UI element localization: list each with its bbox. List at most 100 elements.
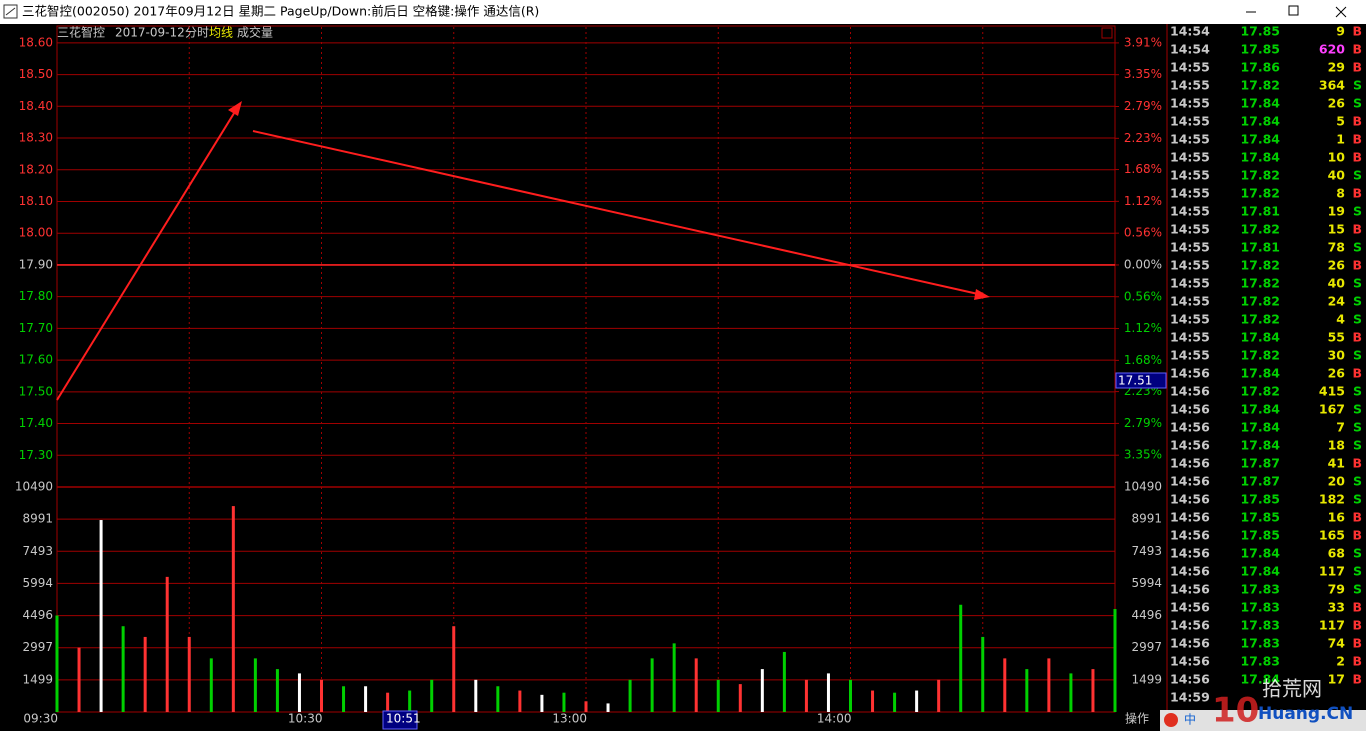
trade-price: 17.85 bbox=[1240, 42, 1280, 57]
y-tick-label: 18.10 bbox=[19, 194, 53, 208]
trade-price: 17.83 bbox=[1240, 618, 1280, 633]
trade-side: B bbox=[1352, 654, 1362, 669]
trade-volume: 30 bbox=[1328, 348, 1346, 363]
volume-bar bbox=[562, 692, 566, 712]
volume-bar bbox=[871, 690, 875, 712]
trade-side: B bbox=[1352, 24, 1362, 39]
trade-volume: 29 bbox=[1328, 60, 1345, 75]
app-icon-line bbox=[5, 7, 16, 16]
trade-volume: 167 bbox=[1319, 402, 1345, 417]
x-tick-label: 09:30 bbox=[23, 712, 58, 726]
y-tick-label: 7493 bbox=[22, 544, 53, 558]
ime-icon bbox=[1164, 713, 1178, 727]
trade-time: 14:55 bbox=[1170, 330, 1210, 345]
y2-tick-label: 2.79% bbox=[1124, 416, 1162, 430]
trade-side: S bbox=[1353, 168, 1362, 183]
trade-price: 17.81 bbox=[1240, 204, 1280, 219]
trade-volume: 79 bbox=[1328, 582, 1345, 597]
trade-price: 17.84 bbox=[1240, 114, 1280, 129]
panel-toggle[interactable] bbox=[1101, 27, 1113, 39]
trade-time: 14:56 bbox=[1170, 582, 1210, 597]
title-bar bbox=[0, 0, 1366, 24]
trade-volume: 19 bbox=[1328, 204, 1345, 219]
action-button[interactable]: 操作 bbox=[1125, 711, 1149, 726]
y-tick-label: 17.90 bbox=[19, 257, 53, 271]
trade-price: 17.82 bbox=[1240, 276, 1280, 291]
trade-volume: 68 bbox=[1328, 546, 1345, 561]
volume-bar bbox=[826, 673, 830, 712]
trade-time: 14:56 bbox=[1170, 618, 1210, 633]
trade-side: B bbox=[1352, 510, 1362, 525]
y2-tick-label: 1.12% bbox=[1124, 321, 1162, 335]
trade-side: S bbox=[1353, 402, 1362, 417]
y2-tick-label: 3.35% bbox=[1124, 448, 1162, 462]
trade-volume: 10 bbox=[1328, 150, 1346, 165]
volume-bar bbox=[1025, 669, 1029, 712]
volume-bar bbox=[474, 679, 478, 712]
trade-side: B bbox=[1352, 672, 1362, 687]
y-tick-label: 10490 bbox=[1124, 480, 1162, 494]
trade-volume: 24 bbox=[1328, 294, 1346, 309]
trade-side: B bbox=[1352, 636, 1362, 651]
trade-price: 17.87 bbox=[1240, 474, 1280, 489]
volume-bar bbox=[606, 703, 610, 712]
volume-bar bbox=[1003, 658, 1007, 712]
trade-side: S bbox=[1353, 384, 1362, 399]
trade-volume: 78 bbox=[1328, 240, 1345, 255]
y-tick-label: 2997 bbox=[1131, 640, 1162, 654]
trade-volume: 40 bbox=[1328, 276, 1346, 291]
trade-time: 14:56 bbox=[1170, 564, 1210, 579]
trade-volume: 20 bbox=[1328, 474, 1346, 489]
y2-tick-label: 3.91% bbox=[1124, 35, 1162, 49]
trade-time: 14:56 bbox=[1170, 528, 1210, 543]
trade-time: 14:55 bbox=[1170, 60, 1210, 75]
trade-volume: 1 bbox=[1336, 132, 1345, 147]
volume-bar bbox=[77, 647, 81, 712]
y-tick-label: 5994 bbox=[1131, 576, 1162, 590]
maximize-button[interactable] bbox=[1288, 5, 1299, 16]
y-tick-label: 18.30 bbox=[19, 131, 53, 145]
y-tick-label: 1499 bbox=[1131, 672, 1162, 686]
trade-time: 14:55 bbox=[1170, 168, 1210, 183]
volume-bar bbox=[540, 694, 544, 712]
trade-price: 17.84 bbox=[1240, 330, 1280, 345]
trade-volume: 40 bbox=[1328, 168, 1346, 183]
y-tick-label: 8991 bbox=[1131, 512, 1162, 526]
trade-side: S bbox=[1353, 204, 1362, 219]
trade-price: 17.82 bbox=[1240, 168, 1280, 183]
cursor-price-box bbox=[1115, 372, 1167, 389]
trade-price: 17.83 bbox=[1240, 582, 1280, 597]
trade-time: 14:59 bbox=[1170, 690, 1210, 705]
trade-time: 14:56 bbox=[1170, 366, 1210, 381]
trade-volume: 26 bbox=[1328, 258, 1346, 273]
trade-time: 14:56 bbox=[1170, 510, 1210, 525]
trade-price: 17.84 bbox=[1240, 402, 1280, 417]
stock-name: 三花智控 bbox=[57, 25, 105, 40]
volume-bar bbox=[231, 506, 235, 712]
trade-time: 14:56 bbox=[1170, 438, 1210, 453]
y2-tick-label: 0.00% bbox=[1124, 257, 1162, 271]
close-button[interactable] bbox=[1335, 6, 1347, 18]
legend-average: 均线 bbox=[209, 26, 233, 40]
trade-side: B bbox=[1352, 600, 1362, 615]
y2-tick-label: 1.68% bbox=[1124, 162, 1162, 176]
volume-bar bbox=[1113, 609, 1117, 712]
trade-volume: 4 bbox=[1336, 312, 1345, 327]
status-strip bbox=[1160, 710, 1366, 731]
trade-volume: 16 bbox=[1328, 510, 1346, 525]
trade-time: 14:55 bbox=[1170, 114, 1210, 129]
trade-price: 17.82 bbox=[1240, 294, 1280, 309]
trade-side: S bbox=[1353, 420, 1362, 435]
volume-bar bbox=[937, 679, 941, 712]
trade-time: 14:54 bbox=[1170, 24, 1210, 39]
volume-bar bbox=[760, 669, 764, 712]
volume-bar bbox=[1091, 669, 1095, 712]
volume-bar bbox=[518, 690, 522, 712]
trade-side: S bbox=[1353, 348, 1362, 363]
trade-time: 14:55 bbox=[1170, 132, 1210, 147]
trade-volume: 2 bbox=[1336, 654, 1345, 669]
trade-time: 14:56 bbox=[1170, 546, 1210, 561]
trade-time: 14:56 bbox=[1170, 654, 1210, 669]
trade-side: S bbox=[1353, 96, 1362, 111]
y-tick-label: 17.60 bbox=[19, 353, 53, 367]
